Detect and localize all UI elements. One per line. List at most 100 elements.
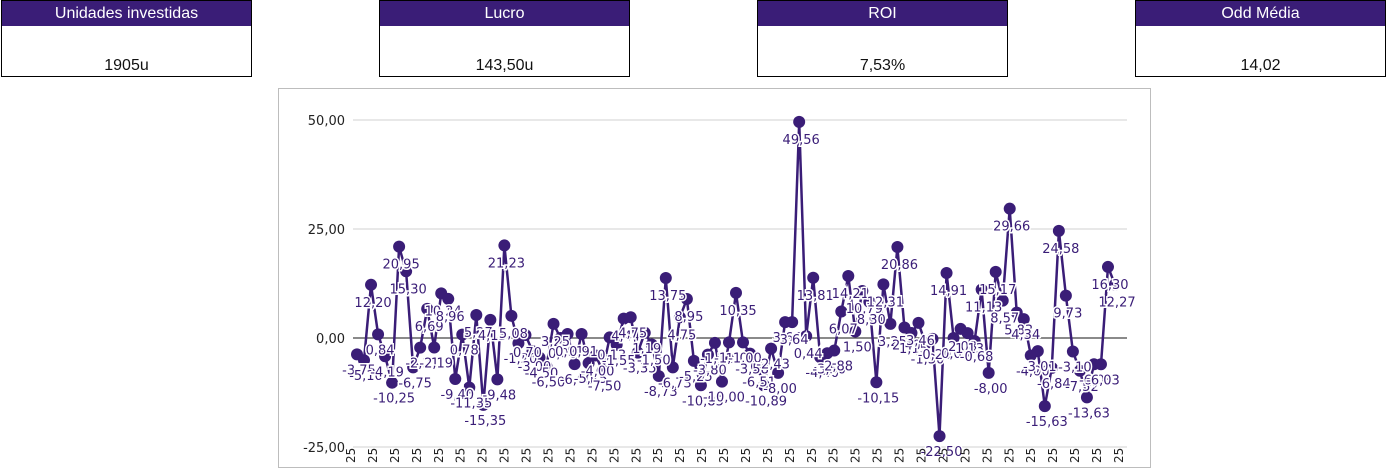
x-tick-label: 25 xyxy=(476,448,490,463)
data-point xyxy=(961,327,974,340)
data-point xyxy=(849,325,862,338)
data-label: -1,30 xyxy=(911,353,945,368)
data-label: 8,96 xyxy=(436,310,465,325)
data-label: -6,84 xyxy=(1037,377,1071,392)
data-label: 12,31 xyxy=(867,295,904,310)
data-label: -3,01 xyxy=(1023,360,1057,375)
data-point xyxy=(659,272,672,285)
data-label: -15,63 xyxy=(1026,415,1068,430)
data-label: 0,00 xyxy=(548,347,577,362)
data-label: 5,08 xyxy=(499,327,528,342)
data-point xyxy=(414,341,427,354)
data-label: 14,91 xyxy=(930,284,967,299)
kpi-card-roi: ROI 7,53% xyxy=(757,0,1008,77)
data-point xyxy=(765,342,778,355)
data-point xyxy=(631,346,644,359)
x-tick-label: 25 xyxy=(432,448,446,463)
data-label: 0,91 xyxy=(555,345,584,360)
data-label: -1,20 xyxy=(504,352,538,367)
x-tick-label: 25 xyxy=(498,448,512,463)
data-label: -8,00 xyxy=(974,382,1008,397)
kpi-label: Lucro xyxy=(380,1,629,26)
profit-line-chart: -25,00 0,00 25,00 50,00 -3,75 -5,10 12,20 0,84-… xyxy=(278,88,1151,468)
data-point xyxy=(737,336,750,349)
data-point xyxy=(498,239,511,252)
kpi-label: ROI xyxy=(758,1,1007,26)
data-label: -3,10 xyxy=(1058,361,1092,376)
x-tick-label: 25 xyxy=(1112,448,1126,463)
data-point xyxy=(800,330,813,343)
data-point xyxy=(1073,364,1086,377)
data-point xyxy=(1045,361,1058,374)
data-point xyxy=(828,344,841,357)
data-label: 4,75 xyxy=(618,326,647,341)
data-point xyxy=(393,240,406,253)
x-tick-label: 25 xyxy=(410,448,424,463)
data-point xyxy=(589,349,602,362)
data-point xyxy=(512,337,525,350)
data-point xyxy=(1066,345,1079,358)
data-label: -1,55 xyxy=(602,354,636,369)
x-tick-label: 25 xyxy=(695,448,709,463)
data-label: 0,91 xyxy=(569,345,598,360)
data-label: 4,44 xyxy=(611,330,640,345)
kpi-card-lucro: Lucro 143,50u xyxy=(379,0,630,77)
data-label: -10,15 xyxy=(857,391,899,406)
x-tick-label: 25 xyxy=(1046,448,1060,463)
data-point xyxy=(1080,391,1093,404)
data-point xyxy=(470,309,483,322)
data-label: -0,20 xyxy=(918,348,952,363)
data-point xyxy=(877,278,890,291)
x-tick-label: 25 xyxy=(1068,448,1082,463)
data-point xyxy=(456,328,469,341)
data-label: 0,84 xyxy=(366,343,395,358)
data-label: -5,75 xyxy=(574,372,608,387)
data-label: -4,19 xyxy=(370,365,404,380)
data-label: -4,40 xyxy=(805,366,839,381)
kpi-value: 7,53% xyxy=(859,57,906,74)
data-point xyxy=(561,328,574,341)
data-label: 1,13 xyxy=(955,342,984,357)
x-tick-label: 25 xyxy=(936,448,950,463)
data-label: 12,27 xyxy=(1098,296,1135,311)
data-label: -10,85 xyxy=(682,394,724,409)
data-point xyxy=(793,115,806,128)
data-point xyxy=(870,376,883,389)
chart-svg: -25,000,0025,0050,00-3,75-5,1012,200,84-… xyxy=(303,114,1137,463)
x-tick-label: 25 xyxy=(344,448,358,463)
data-label: 1,19 xyxy=(632,342,661,357)
data-label: 10,79 xyxy=(846,302,883,317)
data-point xyxy=(730,286,742,299)
kpi-label: Unidades investidas xyxy=(2,1,251,26)
x-tick-label: 25 xyxy=(717,448,731,463)
data-point xyxy=(1101,260,1114,273)
data-label: 9,73 xyxy=(1053,307,1082,322)
data-label: 3,25 xyxy=(541,335,570,350)
data-label: -9,40 xyxy=(440,388,474,403)
data-label: -4,00 xyxy=(1016,364,1050,379)
data-point xyxy=(996,294,1009,307)
data-point xyxy=(673,311,686,324)
data-label: -2,88 xyxy=(819,360,853,375)
data-label: -7,52 xyxy=(1065,380,1099,395)
data-point xyxy=(372,328,385,341)
data-point xyxy=(449,372,462,385)
data-point xyxy=(365,278,378,291)
data-point xyxy=(835,305,848,318)
data-point xyxy=(477,398,490,411)
x-tick-label: 25 xyxy=(1090,448,1104,463)
data-label: 16,30 xyxy=(1091,278,1128,293)
data-point xyxy=(926,332,939,345)
data-label: 0,78 xyxy=(450,344,479,359)
data-point xyxy=(975,283,988,296)
x-tick-label: 25 xyxy=(783,448,797,463)
data-point xyxy=(863,295,876,308)
data-label: 15,17 xyxy=(979,283,1016,298)
data-point xyxy=(610,338,623,351)
data-label: -8,73 xyxy=(644,385,678,400)
data-label: 49,56 xyxy=(783,133,820,148)
data-point xyxy=(1094,358,1107,371)
data-point xyxy=(856,284,869,297)
data-label: 2,08 xyxy=(948,340,977,355)
data-label: 3,46 xyxy=(906,334,935,349)
